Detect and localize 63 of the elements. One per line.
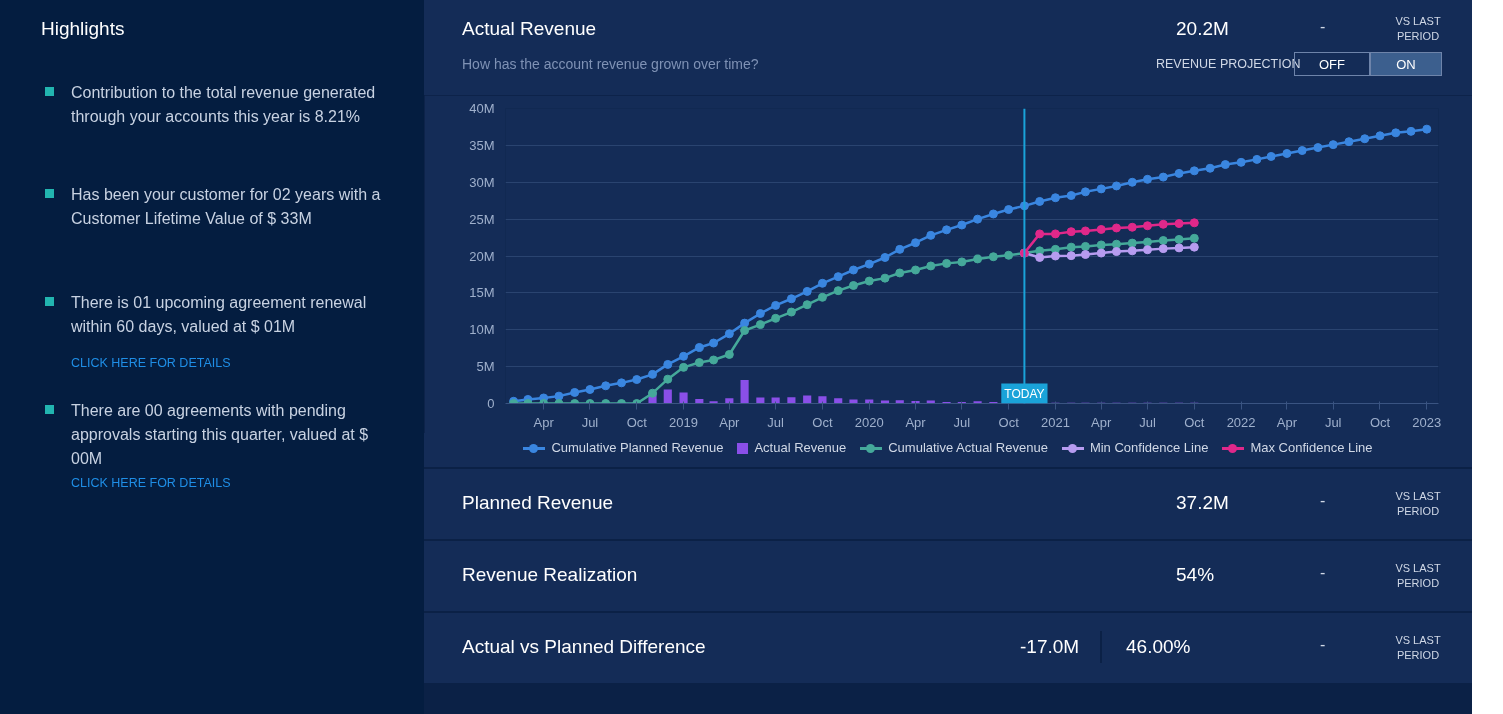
- text: Highlights: [41, 17, 125, 41]
- text: -: [1320, 17, 1326, 37]
- y-tick-label: 40M: [469, 101, 495, 116]
- y-tick-label: 35M: [469, 137, 495, 153]
- chart-title: Actual Revenue: [462, 17, 597, 41]
- x-tick-label: Oct: [812, 414, 833, 430]
- text: VS LAST PERIOD: [1394, 561, 1442, 591]
- text: Revenue Realization: [462, 563, 638, 587]
- legend-label: Cumulative Actual Revenue: [888, 440, 1048, 455]
- text: VS LAST PERIOD: [1394, 633, 1442, 663]
- legend-label: Cumulative Planned Revenue: [551, 440, 724, 455]
- ref-line-label: TODAY: [1004, 386, 1045, 401]
- text: Planned Revenue: [462, 491, 614, 515]
- x-tick-label: 2019: [669, 414, 699, 430]
- text: -: [1320, 635, 1326, 655]
- x-tick-label: Oct: [1369, 414, 1391, 430]
- y-tick-label: 10M: [469, 322, 495, 338]
- text: There is 01 upcoming agreement renewal within 60 days, valued at $ 01M: [71, 293, 368, 337]
- text: -: [1320, 491, 1326, 511]
- text: OFF: [1319, 57, 1345, 72]
- y-tick-label: 25M: [469, 211, 495, 227]
- text: CLICK HERE FOR DETAILS: [71, 355, 231, 372]
- x-tick-label: Apr: [1276, 414, 1298, 430]
- x-tick-label: 2023: [1412, 414, 1442, 430]
- x-tick-label: Jul: [767, 414, 785, 430]
- text: 54%: [1176, 563, 1215, 587]
- text: 46.00%: [1126, 635, 1191, 659]
- x-tick-label: Oct: [998, 414, 1020, 430]
- text: VS LAST PERIOD: [1394, 489, 1442, 519]
- y-tick-label: 0: [487, 396, 495, 411]
- x-tick-label: Jul: [1324, 414, 1342, 430]
- legend-label: Max Confidence Line: [1250, 440, 1373, 455]
- x-tick-label: Oct: [1184, 414, 1205, 430]
- y-tick-label: 5M: [476, 359, 495, 375]
- y-tick-label: 20M: [469, 248, 495, 264]
- text: There are 00 agreements with pending approvals starting this quarter, valued at $ 00M: [71, 401, 370, 469]
- text: Has been your customer for 02 years with a Customer Lifetime Value of $ 33M: [71, 185, 382, 229]
- text: -17.0M: [1020, 635, 1080, 659]
- text: ON: [1370, 52, 1442, 76]
- text: REVENUE PROJECTION: [1156, 56, 1301, 73]
- y-tick-label: 30M: [469, 174, 495, 190]
- x-tick-label: Oct: [626, 414, 648, 430]
- x-tick-label: Jul: [1139, 414, 1156, 430]
- x-tick-label: 2021: [1040, 414, 1070, 430]
- text: Contribution to the total revenue generated through your accounts this year is 8.21%: [71, 83, 377, 127]
- text: Actual vs Planned Difference: [462, 635, 706, 659]
- x-tick-label: Apr: [1091, 414, 1112, 430]
- text: VS LAST PERIOD: [1394, 14, 1442, 44]
- x-tick-label: Jul: [953, 414, 971, 430]
- x-tick-label: Apr: [905, 414, 927, 430]
- x-tick-label: 2020: [854, 414, 884, 430]
- x-tick-label: Jul: [581, 414, 599, 430]
- x-tick-label: 2022: [1226, 414, 1256, 430]
- text: 37.2M: [1176, 491, 1229, 515]
- x-tick-label: Apr: [533, 414, 555, 430]
- chart-subtitle: How has the account revenue grown over time?: [462, 55, 759, 74]
- text: -: [1320, 563, 1326, 583]
- legend-label: Min Confidence Line: [1089, 440, 1209, 455]
- x-tick-label: Apr: [719, 414, 741, 430]
- y-tick-label: 15M: [469, 285, 495, 301]
- legend-label: Actual Revenue: [754, 440, 847, 455]
- text: 20.2M: [1176, 17, 1229, 41]
- text: CLICK HERE FOR DETAILS: [71, 475, 231, 492]
